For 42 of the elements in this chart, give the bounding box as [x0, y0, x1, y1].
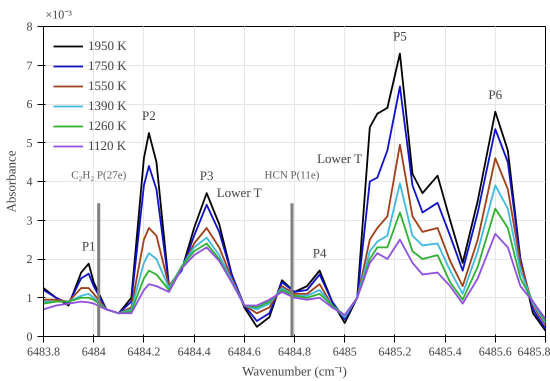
x-tick-label: 6485 — [332, 344, 357, 358]
y-axis-title: Absorbance — [4, 150, 18, 213]
annotation: P5 — [393, 28, 407, 44]
legend-label: 1120 K — [88, 138, 126, 154]
x-tick-label: 6484 — [82, 344, 106, 358]
annotation: Lower T — [216, 185, 262, 200]
y-tick-label: 7 — [26, 58, 32, 72]
annotation: P4 — [312, 246, 327, 261]
legend-label: 1950 K — [88, 38, 127, 54]
annotation: P2 — [142, 108, 156, 124]
y-tick-label: 8 — [26, 20, 32, 34]
ref-line-label: HCN P(11e) — [264, 170, 320, 182]
legend-label: 1750 K — [88, 58, 127, 74]
annotation: P1 — [82, 238, 96, 254]
line-series — [44, 182, 546, 324]
legend-label: 1550 K — [88, 78, 127, 94]
y-tick-label: 0 — [26, 330, 32, 344]
annotation: P6 — [488, 86, 503, 102]
ref-line-label: C₂H₂ P(27e) — [71, 170, 127, 182]
line-series — [44, 232, 546, 320]
y-tick-label: 6 — [26, 97, 32, 111]
y-tick-label: 4 — [26, 174, 32, 188]
line-series — [44, 208, 546, 322]
x-tick-label: 6484.2 — [127, 344, 160, 358]
annotation: Lower T — [317, 151, 362, 166]
y-tick-label: 2 — [26, 252, 32, 266]
annotation: P3 — [200, 168, 214, 184]
x-tick-label: 6484.6 — [228, 344, 261, 358]
x-axis-title: Wavenumber (cm⁻¹) — [242, 364, 347, 378]
x-tick-label: 6483.8 — [27, 344, 60, 358]
x-tick-label: 6485.2 — [378, 344, 412, 358]
y-tick-label: 5 — [26, 136, 32, 150]
y-tick-label: 1 — [26, 290, 32, 305]
x-tick-label: 6485.6 — [478, 344, 512, 358]
y-tick-label: 3 — [26, 213, 32, 228]
legend-label: 1260 K — [88, 118, 127, 134]
legend-label: 1390 K — [88, 98, 127, 114]
x-tick-label: 6485.8 — [518, 344, 550, 358]
text: ×10⁻³ — [46, 8, 72, 22]
x-tick-label: 6485.4 — [428, 344, 462, 358]
x-tick-label: 6484.8 — [278, 344, 311, 358]
x-tick-label: 6484.4 — [178, 344, 211, 358]
